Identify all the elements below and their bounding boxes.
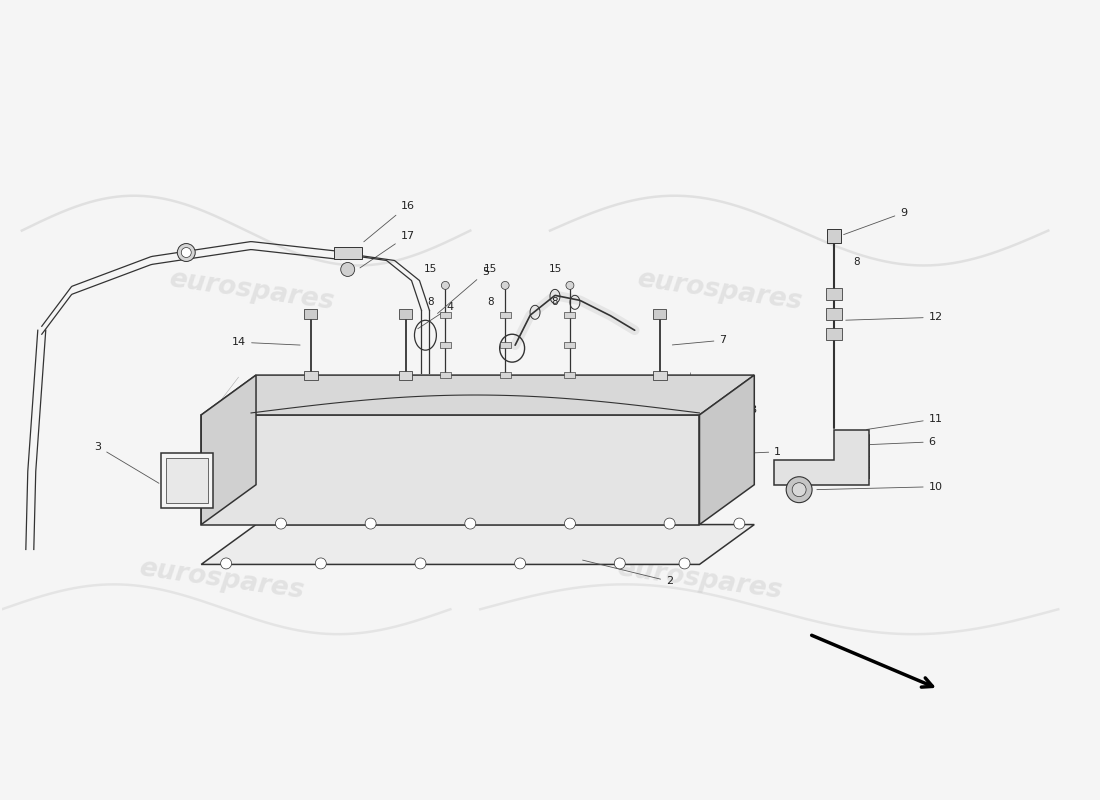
Bar	[826, 288, 842, 300]
Bar	[653, 310, 667, 319]
Text: 16: 16	[364, 201, 415, 242]
Text: eurospares: eurospares	[635, 266, 804, 315]
Bar	[827, 229, 842, 242]
Circle shape	[564, 518, 575, 529]
Circle shape	[734, 518, 745, 529]
Bar	[162, 453, 213, 508]
Circle shape	[365, 518, 376, 529]
Text: 9: 9	[844, 208, 908, 234]
Bar	[826, 308, 842, 320]
Text: 3: 3	[95, 442, 160, 483]
Bar	[399, 310, 412, 319]
Circle shape	[792, 482, 806, 497]
Circle shape	[275, 518, 286, 529]
Text: eurospares: eurospares	[167, 266, 336, 315]
Circle shape	[221, 558, 232, 569]
Text: 4: 4	[418, 302, 454, 329]
Circle shape	[679, 558, 690, 569]
Bar	[304, 371, 318, 380]
Bar	[564, 312, 575, 318]
Text: 6: 6	[867, 437, 936, 447]
Circle shape	[664, 518, 675, 529]
Circle shape	[182, 247, 191, 258]
Circle shape	[614, 558, 625, 569]
Circle shape	[515, 558, 526, 569]
Text: 8: 8	[552, 298, 559, 307]
Polygon shape	[774, 430, 869, 485]
Bar	[305, 310, 317, 319]
Text: 14: 14	[232, 337, 300, 347]
Text: 8: 8	[487, 298, 494, 307]
Circle shape	[415, 558, 426, 569]
Text: 15: 15	[484, 265, 497, 274]
Circle shape	[502, 282, 509, 290]
Polygon shape	[201, 525, 755, 565]
Text: 7: 7	[672, 335, 726, 345]
Text: 8: 8	[688, 405, 757, 415]
Bar	[564, 342, 575, 348]
Bar	[333, 246, 362, 259]
Circle shape	[565, 282, 574, 290]
Text: 5: 5	[438, 267, 488, 314]
Text: eurospares: eurospares	[136, 555, 306, 604]
Text: 1: 1	[712, 447, 781, 457]
Text: 8: 8	[676, 382, 683, 392]
Bar	[440, 312, 451, 318]
Bar	[499, 312, 510, 318]
Bar	[499, 342, 510, 348]
Polygon shape	[201, 415, 700, 525]
Circle shape	[441, 282, 450, 290]
Polygon shape	[201, 375, 755, 415]
Bar	[440, 342, 451, 348]
Circle shape	[177, 243, 195, 262]
Text: 2: 2	[583, 560, 673, 586]
Text: 8: 8	[289, 382, 296, 392]
Text: eurospares: eurospares	[615, 555, 784, 604]
Polygon shape	[700, 375, 755, 525]
Text: 10: 10	[817, 482, 943, 492]
Bar	[564, 372, 575, 378]
Bar	[499, 372, 510, 378]
Circle shape	[786, 477, 812, 502]
Text: 11: 11	[867, 414, 943, 430]
Bar	[166, 458, 208, 502]
Circle shape	[341, 262, 354, 277]
Text: 15: 15	[549, 265, 562, 274]
Bar	[652, 371, 667, 380]
Bar	[398, 371, 412, 380]
Text: 12: 12	[846, 312, 943, 322]
Text: 8: 8	[427, 298, 433, 307]
Polygon shape	[201, 375, 256, 525]
Text: 13: 13	[419, 382, 432, 392]
Bar	[440, 372, 451, 378]
Text: 8: 8	[854, 258, 860, 267]
Bar	[826, 328, 842, 340]
Text: 17: 17	[360, 230, 415, 268]
Circle shape	[465, 518, 476, 529]
Circle shape	[316, 558, 327, 569]
Text: 15: 15	[424, 265, 437, 274]
